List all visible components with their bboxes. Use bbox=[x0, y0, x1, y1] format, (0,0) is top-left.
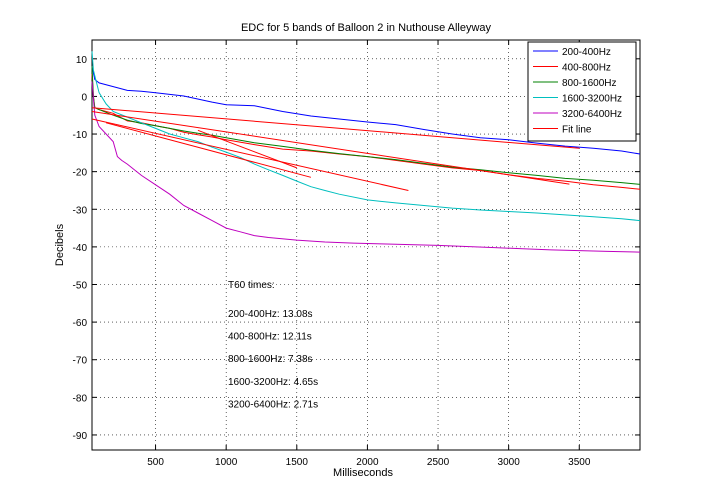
x-tick-label: 1000 bbox=[215, 457, 238, 468]
legend-label-3200-6400hz: 3200-6400Hz bbox=[562, 109, 622, 120]
y-tick-label: -40 bbox=[73, 243, 88, 254]
t60-line: 200-400Hz: 13.08s bbox=[228, 309, 313, 320]
axis-ticks: 500 1000 1500 2000 2500 3000 3500 10 0 -10 -20 -30 -… bbox=[73, 40, 640, 468]
t60-line: 3200-6400Hz: 2.71s bbox=[228, 399, 318, 410]
legend-label-fit-line: Fit line bbox=[562, 125, 592, 136]
t60-line: 1600-3200Hz: 4.65s bbox=[228, 377, 318, 388]
plot-area: 500 1000 1500 2000 2500 3000 3500 10 0 -10 -20 -30 -… bbox=[73, 39, 641, 468]
legend-label-1600-3200hz: 1600-3200Hz bbox=[562, 94, 622, 105]
x-tick-label: 2500 bbox=[427, 457, 450, 468]
y-tick-label: -90 bbox=[73, 431, 88, 442]
series-line-fit-line-800-1600hz bbox=[91, 118, 409, 191]
t60-line: 400-800Hz: 12.11s bbox=[228, 332, 312, 343]
t60-heading: T60 times: bbox=[228, 280, 275, 291]
series-line-fit-line-400-800hz bbox=[91, 111, 570, 185]
t60-line: 800-1600Hz: 7.38s bbox=[228, 354, 313, 365]
y-axis-label: Decibels bbox=[54, 223, 66, 266]
x-tick-label: 500 bbox=[147, 457, 164, 468]
legend: 200-400Hz 400-800Hz 800-1600Hz 1600-3200Hz 3… bbox=[527, 41, 637, 142]
series-line-800-1600hz bbox=[91, 66, 641, 185]
x-tick-label: 1500 bbox=[286, 457, 309, 468]
y-tick-label: -60 bbox=[73, 318, 88, 329]
y-tick-label: -80 bbox=[73, 393, 88, 404]
x-axis-label: Milliseconds bbox=[333, 467, 393, 479]
chart-title: EDC for 5 bands of Balloon 2 in Nuthouse… bbox=[241, 22, 492, 34]
x-tick-label: 2000 bbox=[356, 457, 379, 468]
y-tick-label: -10 bbox=[73, 130, 88, 141]
y-tick-label: 0 bbox=[81, 92, 87, 103]
y-tick-label: -50 bbox=[73, 280, 88, 291]
x-tick-label: 3000 bbox=[498, 457, 521, 468]
t60-annotations: T60 times: 200-400Hz: 13.08s 400-800Hz: 12… bbox=[228, 280, 318, 410]
legend-label-400-800hz: 400-800Hz bbox=[562, 63, 611, 74]
series-line-fit-line-3200-6400hz bbox=[197, 129, 297, 169]
series-line-3200-6400hz bbox=[91, 81, 641, 253]
legend-label-200-400hz: 200-400Hz bbox=[562, 47, 611, 58]
y-tick-label: -30 bbox=[73, 205, 88, 216]
series-line-1600-3200hz bbox=[91, 51, 641, 222]
series-line-200-400hz bbox=[91, 66, 641, 155]
y-tick-label: -20 bbox=[73, 168, 88, 179]
legend-box bbox=[527, 41, 637, 142]
y-tick-label: 10 bbox=[76, 55, 88, 66]
series-lines bbox=[91, 51, 641, 253]
series-line-fit-line-1600-3200hz bbox=[105, 122, 312, 178]
y-tick-label: -70 bbox=[73, 356, 88, 367]
series-line-fit-line bbox=[91, 107, 580, 149]
legend-label-800-1600hz: 800-1600Hz bbox=[562, 78, 616, 89]
x-tick-label: 3500 bbox=[568, 457, 591, 468]
